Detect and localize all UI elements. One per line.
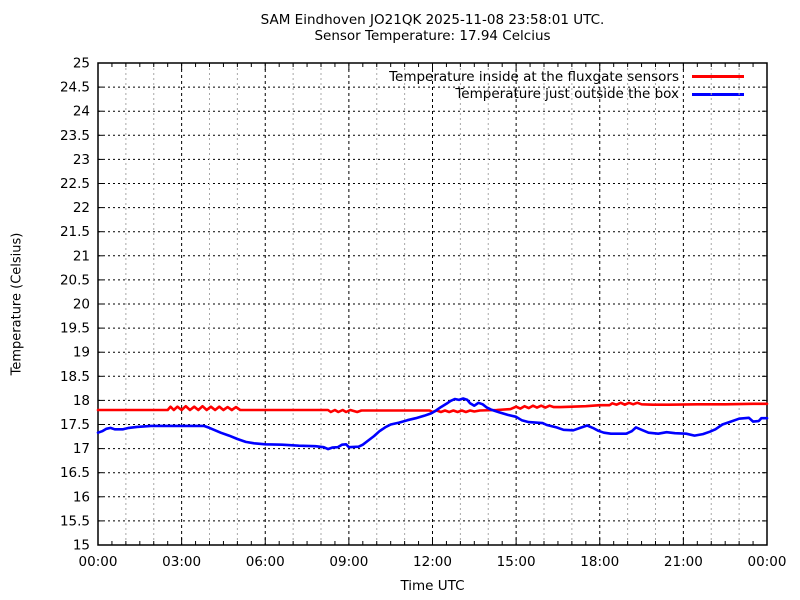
x-tick-label: 03:00 (162, 554, 201, 570)
y-tick-label: 18.5 (60, 369, 90, 385)
x-axis-label: Time UTC (400, 578, 465, 594)
x-tick-label: 00:00 (79, 554, 118, 570)
series-line-1 (96, 397, 769, 451)
y-tick-label: 21 (73, 248, 90, 264)
legend-label-inside: Temperature inside at the fluxgate senso… (389, 68, 679, 85)
legend-entry-inside: Temperature inside at the fluxgate senso… (389, 68, 744, 86)
x-tick-label: 18:00 (580, 554, 619, 570)
series-line-0 (96, 401, 769, 414)
chart-subtitle: Sensor Temperature: 17.94 Celcius (314, 28, 551, 44)
y-tick-label: 22 (73, 200, 90, 216)
x-tick-label: 21:00 (664, 554, 703, 570)
y-tick-label: 22.5 (60, 176, 90, 192)
y-tick-label: 18 (73, 393, 90, 409)
legend: Temperature inside at the fluxgate senso… (389, 68, 744, 103)
y-tick-label: 16.5 (60, 465, 90, 481)
y-tick-label: 15 (73, 538, 90, 554)
x-tick-label: 12:00 (413, 554, 452, 570)
y-tick-label: 21.5 (60, 224, 90, 240)
y-tick-label: 25 (73, 56, 90, 72)
plot-border (97, 62, 768, 546)
x-tick-label: 15:00 (497, 554, 536, 570)
y-tick-label: 20.5 (60, 272, 90, 288)
y-tick-label: 17 (73, 441, 90, 457)
y-tick-label: 23.5 (60, 128, 90, 144)
y-tick-label: 17.5 (60, 417, 90, 433)
legend-label-outside: Temperature just outside the box (455, 86, 679, 103)
y-tick-label: 15.5 (60, 513, 90, 529)
legend-entry-outside: Temperature just outside the box (389, 86, 744, 104)
y-tick-label: 20 (73, 297, 90, 313)
x-tick-label: 06:00 (246, 554, 285, 570)
y-tick-label: 23 (73, 152, 90, 168)
legend-line-blue (692, 92, 744, 96)
y-tick-label: 16 (73, 489, 90, 505)
y-tick-label: 19 (73, 345, 90, 361)
chart-title: SAM Eindhoven JO21QK 2025-11-08 23:58:01… (260, 12, 605, 28)
x-tick-label: 00:00 (748, 554, 787, 570)
y-tick-label: 24.5 (60, 80, 90, 96)
legend-line-red (692, 75, 744, 79)
y-tick-label: 24 (73, 104, 90, 120)
y-tick-label: 19.5 (60, 321, 90, 337)
x-tick-label: 09:00 (329, 554, 368, 570)
